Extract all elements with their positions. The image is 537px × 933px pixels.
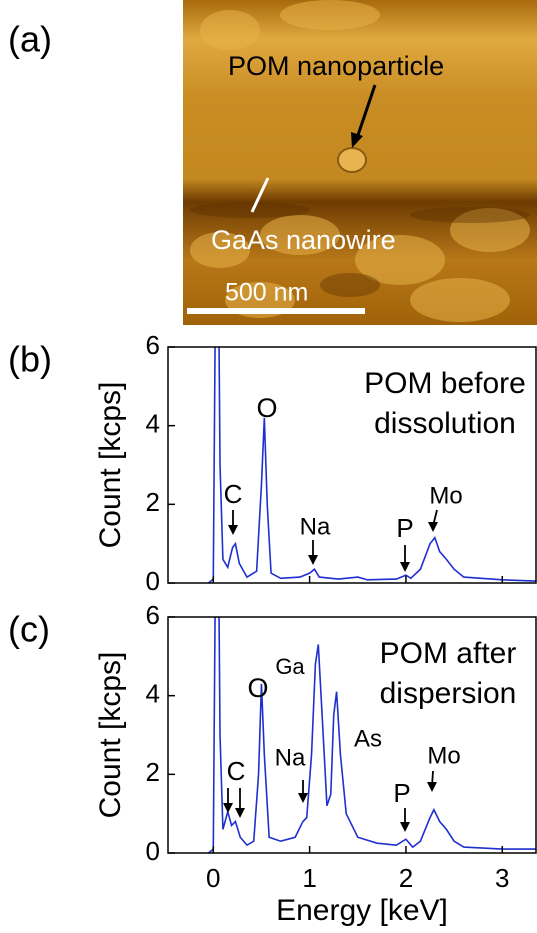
annotation: dispersion: [380, 677, 517, 710]
y-tick-label: 6: [146, 330, 160, 360]
scale-bar-label: 500 nm: [225, 279, 308, 307]
y-axis-label: Count [kcps]: [94, 382, 127, 549]
panel-label: (a): [8, 19, 52, 60]
annotation: P: [393, 778, 410, 808]
panel-label: (c): [8, 609, 50, 650]
annotation: Na: [300, 513, 331, 540]
annotation: POM after: [380, 637, 517, 670]
arrow-head: [308, 555, 318, 565]
annotation: C: [224, 479, 243, 509]
arrow-head: [428, 522, 438, 532]
x-tick-label: 0: [206, 863, 220, 893]
y-tick-label: 0: [146, 836, 160, 866]
x-tick-label: 3: [495, 863, 509, 893]
panel-label: (b): [8, 339, 52, 380]
annotation: C: [227, 756, 246, 786]
y-tick-label: 2: [146, 757, 160, 787]
arrow-head: [400, 822, 410, 832]
annotation: Mo: [427, 742, 460, 769]
y-axis-label: Count [kcps]: [94, 652, 127, 819]
arrow-head: [400, 562, 410, 572]
y-tick-label: 4: [146, 409, 160, 439]
x-tick-label: 1: [302, 863, 316, 893]
annotation: Ga: [275, 654, 305, 679]
annotation: POM nanoparticle: [228, 51, 444, 81]
x-axis-label: Energy [keV]: [276, 894, 448, 927]
annotation: GaAs nanowire: [211, 225, 396, 255]
arrow-head: [223, 803, 233, 813]
annotation: dissolution: [374, 407, 516, 440]
x-tick-label: 2: [399, 863, 413, 893]
annotation: P: [396, 513, 413, 543]
arrow-head: [235, 808, 245, 818]
annotation: POM before: [364, 367, 526, 400]
annotation: O: [256, 393, 277, 423]
annotation: Na: [275, 744, 306, 771]
afm-image: [183, 0, 537, 325]
arrow-head: [298, 793, 308, 803]
figure: (a) POM nanoparticle GaAs nanowire 500 n…: [0, 0, 537, 933]
annotation: Mo: [429, 482, 462, 509]
y-tick-label: 6: [146, 600, 160, 630]
arrow-head: [427, 782, 437, 792]
y-tick-label: 0: [146, 566, 160, 596]
arrow-head: [228, 525, 238, 535]
y-tick-label: 2: [146, 487, 160, 517]
annotation: As: [354, 725, 382, 752]
y-tick-label: 4: [146, 679, 160, 709]
annotation: O: [247, 673, 268, 703]
